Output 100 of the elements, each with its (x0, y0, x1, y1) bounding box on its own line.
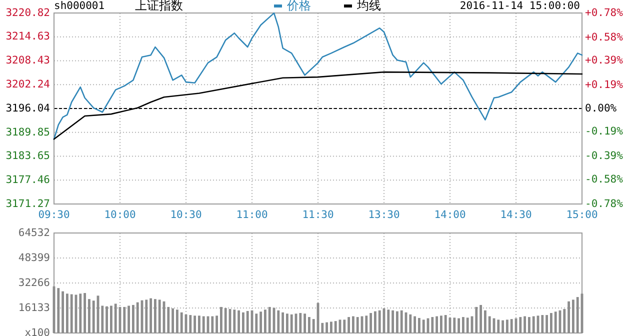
y-tick-label: 64532 (18, 226, 50, 239)
bar (466, 318, 469, 333)
bar (334, 321, 337, 333)
x-tick-label: 11:30 (302, 208, 334, 221)
y-tick-label: 3208.43 (6, 54, 50, 67)
bar (488, 316, 491, 333)
bar (440, 316, 442, 333)
bar (365, 316, 368, 333)
y2-tick-label: +0.78% (585, 6, 624, 19)
bar (145, 300, 148, 333)
bar (546, 315, 548, 333)
x-tick-label: 15:00 (566, 208, 598, 221)
bar (576, 297, 579, 333)
bar (480, 304, 482, 333)
y2-tick-label: +0.19% (585, 79, 624, 92)
bar (370, 313, 372, 333)
bar (409, 314, 412, 333)
y2-tick-label: -0.58% (585, 173, 624, 186)
y-tick-label: 3214.63 (6, 30, 50, 43)
bar (378, 310, 381, 333)
y-tick-label: 3183.65 (6, 150, 50, 162)
bar (572, 300, 574, 333)
bar (88, 299, 90, 333)
bar (554, 312, 557, 333)
bar (106, 306, 108, 333)
bar (356, 317, 359, 333)
bar (176, 310, 178, 333)
legend-label: 价格 (286, 0, 311, 12)
y-tick-label: 16133 (18, 302, 50, 314)
bar (128, 306, 130, 333)
bar (180, 312, 183, 333)
bar (348, 317, 350, 333)
bar (198, 316, 200, 333)
bar (475, 306, 478, 333)
text: 2016-11-14 15:00:00 (460, 0, 580, 12)
y2-tick-label: 0.00% (585, 102, 618, 114)
bar (299, 313, 302, 333)
bar (519, 317, 522, 333)
bar (458, 318, 460, 333)
bar (246, 310, 249, 333)
bar (304, 314, 306, 333)
bar (568, 301, 570, 333)
bar (255, 314, 258, 333)
bar (431, 317, 434, 333)
bar (220, 306, 222, 333)
bar (321, 322, 324, 333)
bar (308, 317, 310, 333)
bar (123, 306, 126, 333)
bar (264, 310, 266, 333)
line-series (53, 71, 583, 140)
x-tick-label: 10:30 (170, 208, 202, 221)
x-tick-label: 09:30 (38, 208, 70, 221)
y2-tick-label: +0.39% (585, 54, 624, 67)
bar (414, 316, 416, 333)
bar (150, 298, 152, 333)
bar (57, 288, 60, 333)
bar (66, 294, 68, 333)
x-tick-label: 11:00 (236, 208, 268, 221)
bar (387, 310, 390, 333)
y-tick-label: 32266 (18, 276, 50, 289)
y-tick-label: 3189.85 (6, 126, 50, 138)
bar (510, 319, 513, 333)
bar (436, 316, 438, 333)
bar (524, 316, 526, 333)
bar (110, 306, 112, 333)
y2-tick-label: -0.39% (585, 150, 624, 162)
bar (114, 304, 117, 333)
x-tick-label: 10:00 (104, 208, 136, 221)
bar (62, 291, 64, 333)
y-tick-label: x100 (24, 326, 50, 336)
bar (444, 315, 447, 333)
bar (101, 306, 104, 333)
bar (453, 318, 456, 333)
bar (224, 308, 227, 333)
bar (418, 318, 420, 333)
y-tick-label: 3220.82 (6, 6, 50, 19)
y-tick-label: 3177.46 (6, 174, 50, 186)
bar (70, 294, 73, 333)
bar (326, 322, 328, 333)
bar (84, 293, 86, 333)
bar (352, 316, 354, 333)
bar (550, 313, 552, 333)
x-tick-label: 14:00 (434, 208, 466, 221)
chart-subtitle: sh000001 (54, 0, 105, 12)
x-tick-label: 14:30 (500, 208, 532, 221)
line-series (53, 12, 583, 140)
bar (374, 311, 376, 333)
bar (343, 320, 346, 333)
bar (532, 316, 535, 333)
bar (194, 316, 196, 333)
bar (286, 314, 288, 333)
bar (502, 320, 504, 333)
bar (260, 312, 262, 333)
bar (277, 310, 280, 333)
bar (290, 314, 293, 333)
bar (172, 308, 174, 333)
x-tick-label: 13:30 (368, 208, 400, 221)
y2-tick-label: -0.78% (585, 198, 624, 210)
y-tick-label: 3202.24 (6, 78, 50, 90)
bar (400, 310, 403, 333)
